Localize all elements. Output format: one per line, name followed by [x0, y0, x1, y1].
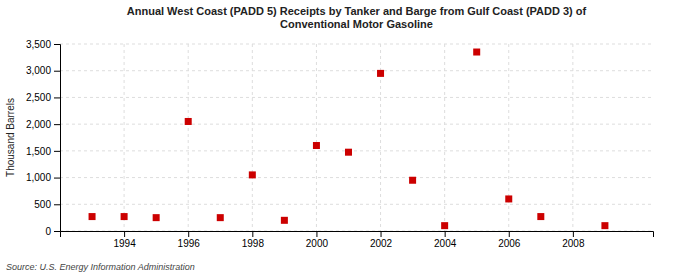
tick-label: 3,500 — [26, 39, 51, 50]
tick-label: 2,500 — [26, 92, 51, 103]
grid-line — [60, 70, 653, 71]
tick: 3,000 — [26, 65, 60, 76]
y-axis: 0 500 1,000 1,500 2,000 2,500 3,000 3,500 — [26, 39, 61, 237]
grid-line — [124, 44, 125, 231]
grid-line — [60, 177, 653, 178]
tick: 1994 — [113, 231, 136, 249]
tick-mark — [124, 231, 125, 237]
grid-line — [572, 44, 573, 231]
grid-line — [60, 204, 653, 205]
axis-line — [61, 232, 654, 238]
chart: 1994 1996 1998 2000 2002 2004 2006 2008 0 500 1,00… — [0, 0, 675, 275]
source: Source: U.S. Energy Information Administ… — [6, 262, 195, 272]
tick: 1,500 — [26, 146, 60, 157]
point — [121, 213, 128, 220]
tick-label: 1998 — [242, 238, 265, 249]
point — [441, 222, 448, 229]
point — [153, 214, 160, 221]
tick: 0 — [45, 226, 60, 237]
tick: 2,000 — [26, 119, 60, 130]
grid-line — [60, 124, 653, 125]
point — [409, 177, 416, 184]
tick-mark — [54, 178, 60, 179]
tick-label: 1994 — [113, 238, 136, 249]
tick-mark — [54, 71, 60, 72]
tick: 2004 — [434, 231, 457, 249]
point — [473, 49, 480, 56]
point — [377, 70, 384, 77]
tick-label: 2000 — [306, 238, 329, 249]
tick: 1996 — [178, 231, 201, 249]
tick-label: 2008 — [562, 238, 585, 249]
tick-mark — [252, 231, 253, 237]
tick: 2002 — [370, 231, 393, 249]
tick-label: 3,000 — [26, 65, 51, 76]
tick: 1,000 — [26, 172, 60, 183]
tick-label: 0 — [45, 226, 51, 237]
tick: 3,500 — [26, 39, 60, 50]
tick-mark — [54, 204, 60, 205]
point — [345, 149, 352, 156]
point — [505, 195, 512, 202]
point — [89, 213, 96, 220]
grid-line — [60, 97, 653, 98]
tick: 2008 — [562, 231, 585, 249]
tick-mark — [54, 231, 60, 232]
grid-line — [508, 44, 509, 231]
tick-label: 2002 — [370, 238, 393, 249]
tick-mark — [54, 151, 60, 152]
grid-line — [444, 44, 445, 231]
tick-mark — [316, 231, 317, 237]
tick-mark — [188, 231, 189, 237]
tick-mark — [54, 124, 60, 125]
plot-area: 1994 1996 1998 2000 2002 2004 2006 2008 0 500 1,00… — [26, 39, 654, 249]
points — [89, 49, 609, 230]
point — [601, 222, 608, 229]
tick: 2000 — [306, 231, 329, 249]
grid — [60, 44, 653, 231]
grid-line — [252, 44, 253, 231]
tick-mark — [54, 44, 60, 45]
tick: 2,500 — [26, 92, 60, 103]
grid-line — [60, 44, 653, 45]
tick-mark — [54, 97, 60, 98]
tick-label: 500 — [34, 199, 51, 210]
grid-line — [316, 44, 317, 231]
x-axis: 1994 1996 1998 2000 2002 2004 2006 2008 — [61, 231, 654, 249]
point — [281, 217, 288, 224]
title: Annual West Coast (PADD 5) Receipts by T… — [127, 5, 587, 30]
tick-label: 2,000 — [26, 119, 51, 130]
tick-mark — [381, 231, 382, 237]
tick-mark — [509, 231, 510, 237]
grid-line — [188, 44, 189, 231]
tick-label: 2006 — [498, 238, 521, 249]
tick-mark — [445, 231, 446, 237]
tick: 1998 — [242, 231, 265, 249]
grid-line — [60, 150, 653, 151]
tick-label: 2004 — [434, 238, 457, 249]
point — [313, 142, 320, 149]
point — [217, 214, 224, 221]
y-axis-title: Thousand Barrels — [5, 98, 16, 177]
point — [537, 213, 544, 220]
axis-line — [54, 45, 61, 232]
tick: 2006 — [498, 231, 521, 249]
point — [249, 171, 256, 178]
tick-label: 1,000 — [26, 172, 51, 183]
tick-label: 1,500 — [26, 146, 51, 157]
tick: 500 — [34, 199, 60, 210]
point — [185, 118, 192, 125]
tick-mark — [573, 231, 574, 237]
tick-label: 1996 — [178, 238, 201, 249]
